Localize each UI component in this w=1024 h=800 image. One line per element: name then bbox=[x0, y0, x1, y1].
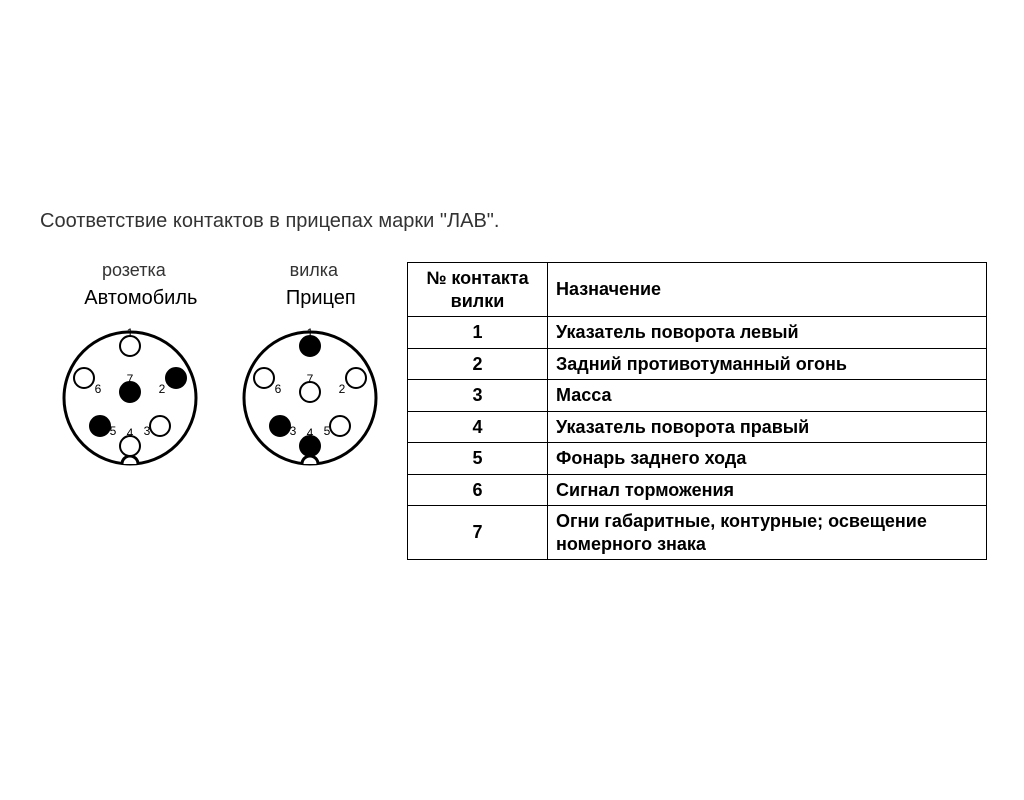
connector-sub-labels: Автомобиль Прицеп bbox=[40, 287, 400, 310]
table-cell-num: 5 bbox=[408, 443, 548, 475]
pinout-table: № контакта вилки Назначение 1Указатель п… bbox=[407, 262, 987, 560]
table-cell-num: 2 bbox=[408, 348, 548, 380]
table-cell-num: 4 bbox=[408, 411, 548, 443]
connector-pin-label: 2 bbox=[159, 382, 166, 396]
connector-pin-label: 6 bbox=[275, 382, 282, 396]
table-cell-desc: Указатель поворота левый bbox=[548, 317, 987, 349]
table-row: 3Масса bbox=[408, 380, 987, 412]
table-cell-desc: Фонарь заднего хода bbox=[548, 443, 987, 475]
table-cell-num: 7 bbox=[408, 506, 548, 560]
table-cell-desc: Указатель поворота правый bbox=[548, 411, 987, 443]
connector-top-labels: розетка вилка bbox=[40, 260, 400, 281]
table-cell-desc: Огни габаритные, контурные; освещение но… bbox=[548, 506, 987, 560]
table-cell-num: 3 bbox=[408, 380, 548, 412]
table-header-desc: Назначение bbox=[548, 263, 987, 317]
table-row: 1Указатель поворота левый bbox=[408, 317, 987, 349]
table-cell-desc: Задний противотуманный огонь bbox=[548, 348, 987, 380]
table-body: 1Указатель поворота левый2Задний противо… bbox=[408, 317, 987, 560]
socket-sub-label: Автомобиль bbox=[84, 287, 197, 310]
connector-pin bbox=[254, 368, 274, 388]
connector-pin-label: 4 bbox=[127, 426, 134, 440]
socket-top-label: розетка bbox=[102, 260, 166, 281]
table-row: 6Сигнал торможения bbox=[408, 474, 987, 506]
table-header-num: № контакта вилки bbox=[408, 263, 548, 317]
connector-pin-label: 3 bbox=[144, 424, 151, 438]
connector-pin-label: 4 bbox=[307, 426, 314, 440]
plug-top-label: вилка bbox=[290, 260, 338, 281]
connector-pin-label: 1 bbox=[127, 326, 134, 340]
table-cell-num: 6 bbox=[408, 474, 548, 506]
connector-pin-label: 7 bbox=[307, 372, 314, 386]
connector-pin bbox=[90, 416, 110, 436]
connector-pin-label: 5 bbox=[110, 424, 117, 438]
connector-pin-label: 7 bbox=[127, 372, 134, 386]
table-header-row: № контакта вилки Назначение bbox=[408, 263, 987, 317]
socket-connector-diagram: 1 2 345 6 7 bbox=[50, 318, 210, 478]
connector-pin-label: 2 bbox=[339, 382, 346, 396]
connector-pin bbox=[150, 416, 170, 436]
connector-pin-label: 6 bbox=[95, 382, 102, 396]
page-title: Соответствие контактов в прицепах марки … bbox=[40, 210, 499, 233]
connector-pin-label: 1 bbox=[307, 326, 314, 340]
plug-connector-diagram: 1 2 345 6 7 bbox=[230, 318, 390, 478]
table-row: 5Фонарь заднего хода bbox=[408, 443, 987, 475]
connector-pin-label: 3 bbox=[290, 424, 297, 438]
connector-diagrams: 1234567 1234567 bbox=[40, 318, 400, 478]
connector-pin-label: 5 bbox=[324, 424, 331, 438]
plug-sub-label: Прицеп bbox=[286, 287, 356, 310]
table-row: 4Указатель поворота правый bbox=[408, 411, 987, 443]
table-cell-desc: Сигнал торможения bbox=[548, 474, 987, 506]
connector-pin bbox=[346, 368, 366, 388]
page: { "title": "Соответствие контактов в при… bbox=[0, 0, 1024, 800]
connector-pin bbox=[166, 368, 186, 388]
connector-pin bbox=[270, 416, 290, 436]
table-cell-desc: Масса bbox=[548, 380, 987, 412]
connectors-area: розетка вилка Автомобиль Прицеп 1234567 … bbox=[40, 260, 400, 478]
pinout-table-area: № контакта вилки Назначение 1Указатель п… bbox=[407, 262, 987, 560]
table-cell-num: 1 bbox=[408, 317, 548, 349]
connector-pin bbox=[330, 416, 350, 436]
table-row: 7Огни габаритные, контурные; освещение н… bbox=[408, 506, 987, 560]
connector-pin bbox=[74, 368, 94, 388]
table-row: 2Задний противотуманный огонь bbox=[408, 348, 987, 380]
